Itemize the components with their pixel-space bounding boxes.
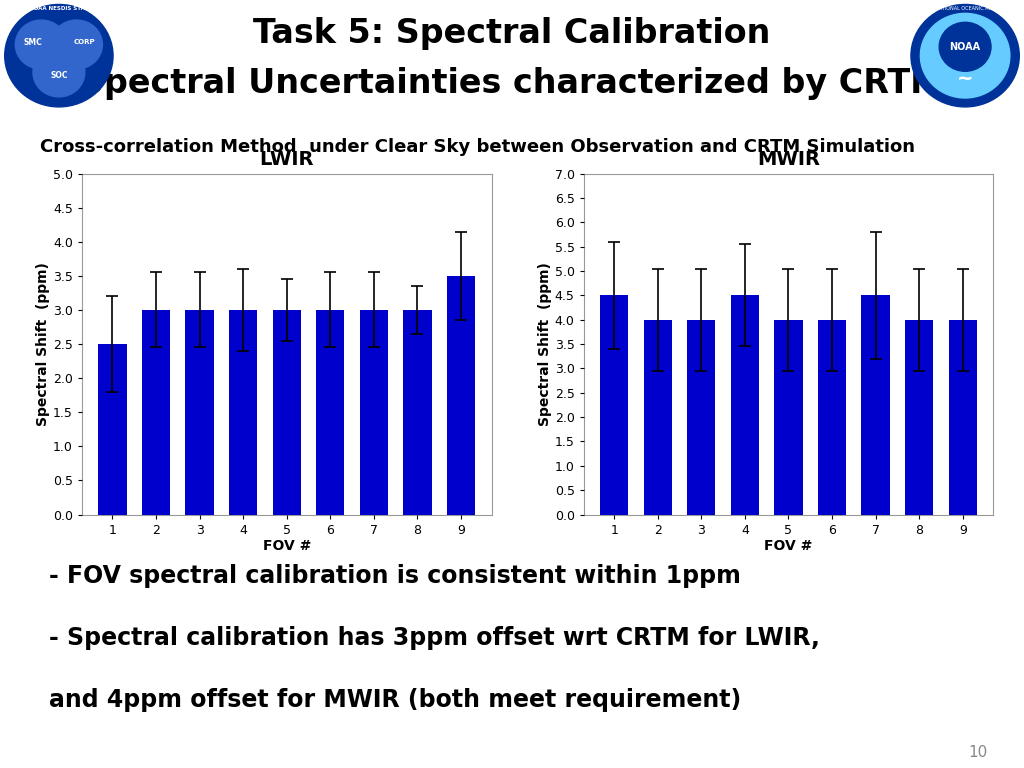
Text: CORP: CORP [74, 39, 95, 45]
Bar [185, 310, 214, 515]
Text: - Spectral calibration has 3ppm offset wrt CRTM for LWIR,: - Spectral calibration has 3ppm offset w… [49, 626, 820, 650]
Text: and 4ppm offset for MWIR (both meet requirement): and 4ppm offset for MWIR (both meet requ… [49, 688, 741, 712]
Bar [644, 319, 672, 515]
Text: Task 5: Spectral Calibration: Task 5: Spectral Calibration [253, 17, 771, 50]
Text: SOC: SOC [50, 71, 68, 80]
Text: ~: ~ [956, 68, 974, 88]
Text: SMC: SMC [24, 38, 42, 47]
Bar [446, 276, 475, 515]
Circle shape [15, 20, 68, 69]
Bar [142, 310, 170, 515]
Bar [774, 319, 803, 515]
Bar [905, 319, 933, 515]
Bar [600, 296, 629, 515]
Bar [272, 310, 301, 515]
Bar [687, 319, 716, 515]
Title: MWIR: MWIR [757, 151, 820, 169]
Bar [316, 310, 344, 515]
Title: LWIR: LWIR [259, 151, 314, 169]
Bar [948, 319, 977, 515]
Text: NOAA: NOAA [949, 41, 981, 51]
Text: Spectral Uncertainties characterized by CRTM: Spectral Uncertainties characterized by … [80, 67, 944, 100]
Circle shape [911, 5, 1019, 107]
Circle shape [33, 48, 85, 97]
Circle shape [939, 22, 991, 71]
Circle shape [50, 20, 102, 69]
Circle shape [5, 5, 113, 107]
Bar [861, 296, 890, 515]
Text: NOAA NESDIS STAR: NOAA NESDIS STAR [29, 6, 89, 12]
Bar [403, 310, 431, 515]
Text: 10: 10 [969, 745, 987, 760]
Bar [98, 344, 127, 515]
Y-axis label: Spectral Shift  (ppm): Spectral Shift (ppm) [36, 262, 50, 426]
X-axis label: FOV #: FOV # [262, 539, 311, 554]
Text: Cross-correlation Method  under Clear Sky between Observation and CRTM Simulatio: Cross-correlation Method under Clear Sky… [40, 137, 915, 156]
Bar [818, 319, 846, 515]
Text: NATIONAL OCEANIC AND: NATIONAL OCEANIC AND [935, 6, 995, 12]
Circle shape [921, 13, 1010, 98]
Y-axis label: Spectral Shift  (ppm): Spectral Shift (ppm) [538, 262, 552, 426]
Bar [229, 310, 257, 515]
X-axis label: FOV #: FOV # [764, 539, 813, 554]
Bar [359, 310, 388, 515]
Bar [731, 296, 759, 515]
Text: - FOV spectral calibration is consistent within 1ppm: - FOV spectral calibration is consistent… [49, 564, 741, 588]
